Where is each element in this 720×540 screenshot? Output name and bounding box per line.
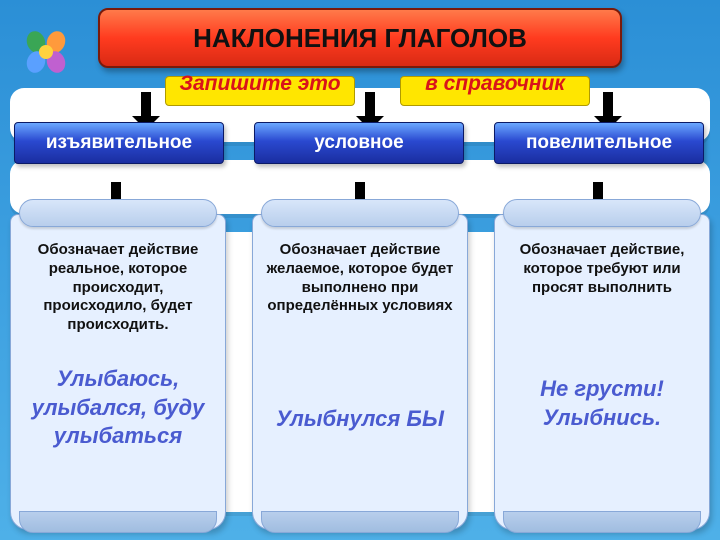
flower-icon xyxy=(18,24,74,85)
mood-description: Обозначает действие, которое требуют или… xyxy=(505,241,699,297)
mood-label: условное xyxy=(314,132,403,154)
title-box: НАКЛОНЕНИЯ ГЛАГОЛОВ xyxy=(98,8,622,68)
subtitle-right: в справочник xyxy=(395,72,595,96)
mood-description: Обозначает действие желаемое, которое бу… xyxy=(263,241,457,316)
subtitle-left: Запишите это xyxy=(160,72,360,96)
scroll-conditional: Обозначает действие желаемое, которое бу… xyxy=(252,214,468,530)
mood-description: Обозначает действие реальное, которое пр… xyxy=(21,241,215,335)
mood-label: повелительное xyxy=(526,132,672,154)
mood-example: Улыбнулся БЫ xyxy=(261,405,459,434)
mood-label: изъявительное xyxy=(46,132,192,154)
scroll-imperative: Обозначает действие, которое требуют или… xyxy=(494,214,710,530)
title-text: НАКЛОНЕНИЯ ГЛАГОЛОВ xyxy=(193,23,527,54)
mood-box-conditional: условное xyxy=(254,122,464,164)
mood-example: Не грусти! Улыбнись. xyxy=(503,375,701,432)
mood-box-imperative: повелительное xyxy=(494,122,704,164)
scroll-indicative: Обозначает действие реальное, которое пр… xyxy=(10,214,226,530)
mood-example: Улыбаюсь, улыбался, буду улыбаться xyxy=(19,365,217,451)
mood-box-indicative: изъявительное xyxy=(14,122,224,164)
